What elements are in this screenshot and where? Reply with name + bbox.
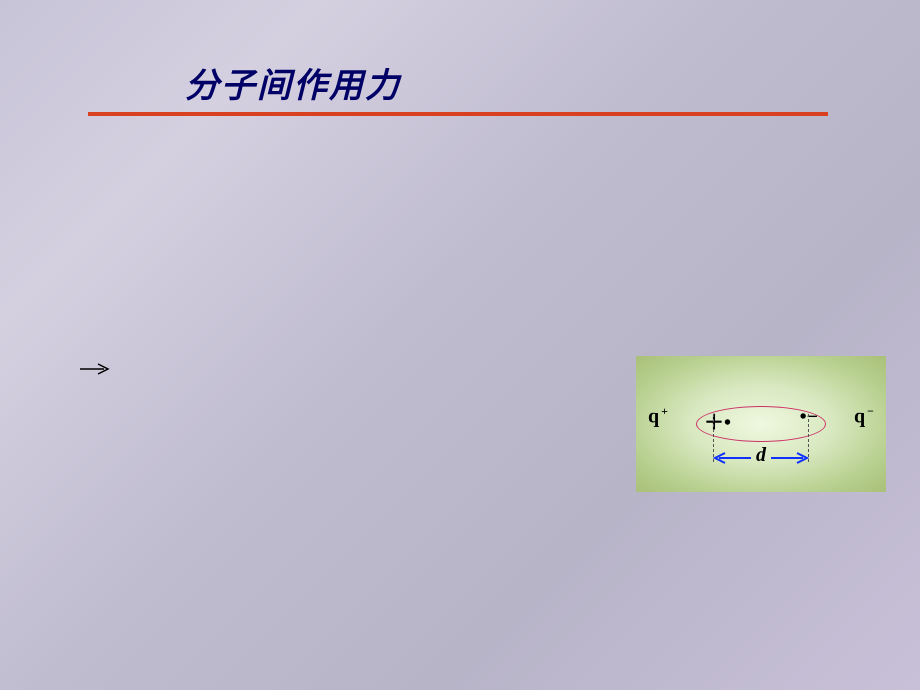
q-left-sup: + [661, 404, 668, 418]
q-right-sup: − [867, 404, 874, 418]
charge-label-right: q− [854, 404, 874, 429]
title-region: 分子间作用力 [185, 58, 401, 107]
page-title: 分子间作用力 [185, 68, 401, 105]
q-left-base: q [648, 406, 659, 428]
distance-label: d [754, 444, 768, 467]
title-underline [88, 112, 828, 116]
dipole-diagram: q+ ＋• •− q− d [636, 356, 886, 492]
charge-label-left: q+ [648, 404, 668, 429]
body-arrow-icon [80, 362, 110, 374]
q-right-base: q [854, 406, 865, 428]
